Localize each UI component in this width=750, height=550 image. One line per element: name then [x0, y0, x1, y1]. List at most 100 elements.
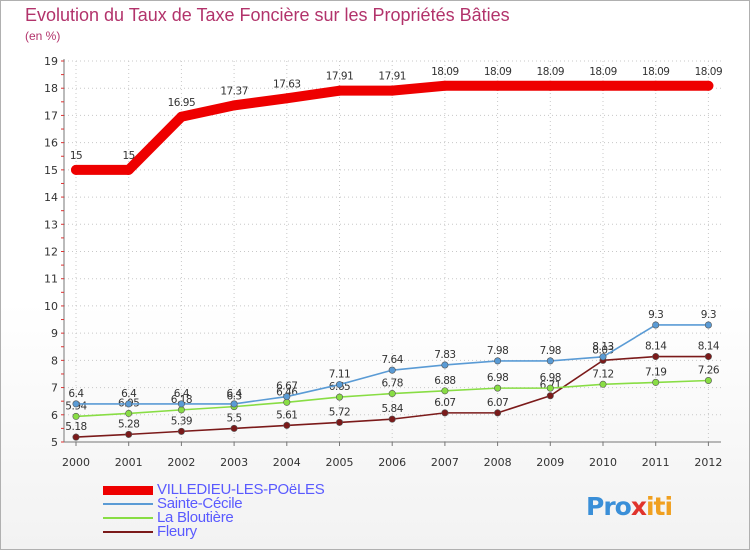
logo-part-iti: iti [645, 492, 673, 521]
data-label: 5.84 [382, 403, 404, 415]
data-point [335, 381, 343, 389]
x-tick-label: 2008 [484, 456, 512, 469]
data-label: 7.64 [382, 354, 404, 366]
data-label: 6.67 [276, 381, 297, 393]
data-point [441, 387, 449, 395]
data-point [125, 409, 133, 417]
data-point [335, 393, 343, 401]
data-point [545, 80, 556, 91]
y-tick-label: 13 [44, 218, 58, 231]
x-tick-label: 2012 [694, 456, 722, 469]
x-tick-label: 2004 [273, 456, 301, 469]
data-point [494, 384, 502, 392]
y-tick-label: 11 [44, 273, 58, 286]
x-tick-label: 2000 [62, 456, 90, 469]
legend-label: VILLEDIEU-LES-POëLES [157, 481, 325, 498]
data-label: 5.72 [329, 406, 350, 418]
data-point [72, 400, 80, 408]
x-tick-label: 2011 [642, 456, 670, 469]
data-point [230, 424, 238, 432]
data-point [652, 353, 660, 361]
x-tick-label: 2001 [115, 456, 143, 469]
data-label: 6.07 [434, 397, 455, 409]
data-label: 5.39 [171, 415, 192, 427]
data-point [703, 80, 714, 91]
data-label: 15 [123, 150, 135, 162]
data-label: 17.63 [273, 78, 301, 90]
unit-label: (en %) [25, 29, 61, 43]
logo-part-x: x [630, 492, 647, 521]
data-label: 9.3 [648, 309, 663, 321]
data-label: 6.4 [226, 388, 242, 400]
data-point [387, 85, 398, 96]
data-label: 7.98 [540, 345, 561, 357]
data-label: 6.4 [68, 388, 84, 400]
y-tick-label: 8 [51, 354, 58, 367]
data-label: 5.18 [65, 421, 86, 433]
data-point [388, 390, 396, 398]
data-point [441, 409, 449, 417]
data-label: 5.5 [226, 412, 241, 424]
data-point [599, 353, 607, 361]
data-point [229, 100, 240, 111]
data-point [281, 93, 292, 104]
y-tick-label: 9 [51, 327, 58, 340]
data-label: 18.09 [589, 66, 617, 78]
y-tick-label: 15 [44, 164, 58, 177]
data-point [230, 400, 238, 408]
y-tick-label: 5 [51, 436, 58, 449]
data-point [176, 111, 187, 122]
y-tick-label: 16 [44, 137, 58, 150]
y-tick-label: 10 [44, 300, 58, 313]
data-point [546, 357, 554, 365]
x-tick-label: 2002 [167, 456, 195, 469]
legend-item: La Bloutière [103, 509, 324, 526]
data-point [704, 376, 712, 384]
data-point [177, 427, 185, 435]
legend-item: Sainte-Cécile [103, 495, 324, 512]
legend-swatch [103, 517, 153, 519]
data-label: 18.09 [695, 66, 723, 78]
legend-label: Sainte-Cécile [157, 495, 243, 512]
data-point [283, 393, 291, 401]
data-point [598, 80, 608, 91]
x-tick-label: 2005 [326, 456, 354, 469]
data-point [72, 433, 80, 441]
data-label: 16.95 [168, 97, 196, 109]
data-point [71, 164, 81, 175]
data-label: 7.26 [698, 364, 720, 376]
data-label: 6.88 [434, 375, 455, 387]
legend-label: La Bloutière [157, 509, 234, 526]
x-tick-label: 2006 [378, 456, 406, 469]
data-point [494, 409, 502, 417]
data-label: 6.3 [226, 391, 241, 403]
data-label: 9.3 [701, 309, 716, 321]
y-tick-label: 6 [51, 409, 58, 422]
x-tick-label: 2010 [589, 456, 617, 469]
data-point [599, 380, 607, 388]
y-tick-label: 19 [44, 55, 58, 68]
y-tick-label: 18 [44, 82, 58, 95]
data-point [125, 400, 133, 408]
data-point [546, 384, 554, 392]
data-label: 7.19 [645, 366, 666, 378]
data-label: 6.98 [487, 372, 508, 384]
data-point [388, 366, 396, 374]
data-point [704, 321, 712, 329]
legend-swatch [103, 503, 153, 505]
data-label: 8.14 [698, 341, 720, 353]
data-label: 6.98 [540, 372, 561, 384]
legend-swatch [103, 531, 153, 533]
data-label: 15 [70, 150, 82, 162]
data-label: 18.09 [537, 66, 565, 78]
logo-part-pro: Pro [586, 492, 632, 521]
data-label: 6.18 [171, 394, 192, 406]
data-point [283, 421, 291, 429]
data-point [388, 415, 396, 423]
y-tick-label: 14 [44, 191, 58, 204]
data-point [652, 378, 660, 386]
data-point [177, 406, 185, 414]
data-point [123, 164, 134, 175]
